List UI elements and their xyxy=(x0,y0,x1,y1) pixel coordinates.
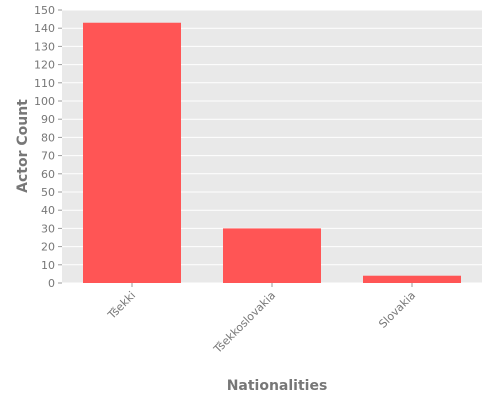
x-axis-ticks: Tšekki Tšekkoslovakia Slovakia xyxy=(105,283,418,356)
y-tick-label: 120 xyxy=(34,59,55,72)
y-tick-label: 80 xyxy=(41,131,55,144)
y-tick-label: 10 xyxy=(41,259,55,272)
y-tick-label: 60 xyxy=(41,168,55,181)
bars xyxy=(83,22,461,284)
bar xyxy=(223,228,321,283)
y-tick-label: 110 xyxy=(34,77,55,90)
y-tick-label: 50 xyxy=(41,186,55,199)
y-axis-ticks: 0 10 20 30 40 50 60 70 80 90 100 110 120 130 140 150 xyxy=(34,4,62,290)
y-tick-label: 150 xyxy=(34,4,55,17)
x-tick-label: Tšekki xyxy=(105,289,138,322)
bar xyxy=(83,22,181,284)
bar xyxy=(363,275,461,283)
y-tick-label: 100 xyxy=(34,95,55,108)
y-tick-label: 140 xyxy=(34,22,55,35)
y-tick-label: 90 xyxy=(41,113,55,126)
y-tick-label: 70 xyxy=(41,150,55,163)
y-tick-label: 30 xyxy=(41,222,55,235)
y-tick-label: 0 xyxy=(48,277,55,290)
x-axis-title: Nationalities xyxy=(227,378,328,394)
x-tick-label: Tšekkoslovakia xyxy=(211,289,278,356)
x-tick-label: Slovakia xyxy=(376,289,418,331)
y-tick-label: 40 xyxy=(41,204,55,217)
y-axis-title: Actor Count xyxy=(15,99,31,193)
y-tick-label: 130 xyxy=(34,40,55,53)
y-tick-label: 20 xyxy=(41,241,55,254)
